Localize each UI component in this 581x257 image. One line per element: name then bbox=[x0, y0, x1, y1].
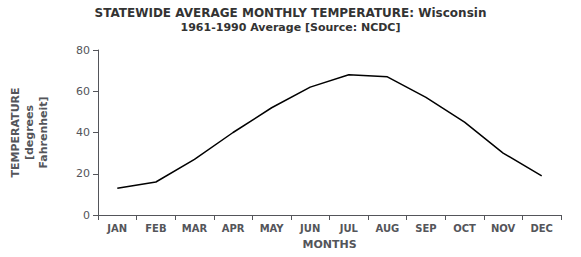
svg-text:80: 80 bbox=[76, 44, 90, 57]
svg-text:JUN: JUN bbox=[299, 223, 320, 234]
svg-text:40: 40 bbox=[76, 126, 90, 139]
svg-text:APR: APR bbox=[222, 223, 245, 234]
svg-text:JUL: JUL bbox=[339, 223, 359, 234]
svg-text:[degrees: [degrees bbox=[23, 104, 36, 160]
svg-text:Fahrenheit]: Fahrenheit] bbox=[37, 96, 50, 168]
svg-text:MAR: MAR bbox=[182, 223, 208, 234]
svg-text:OCT: OCT bbox=[453, 223, 476, 234]
svg-text:60: 60 bbox=[76, 85, 90, 98]
svg-text:DEC: DEC bbox=[530, 223, 552, 234]
svg-text:0: 0 bbox=[83, 209, 90, 222]
svg-text:AUG: AUG bbox=[375, 223, 399, 234]
svg-text:FEB: FEB bbox=[145, 223, 166, 234]
svg-text:NOV: NOV bbox=[491, 223, 516, 234]
svg-text:JAN: JAN bbox=[106, 223, 127, 234]
svg-text:TEMPERATURE: TEMPERATURE bbox=[9, 87, 22, 177]
svg-text:MONTHS: MONTHS bbox=[302, 238, 356, 251]
svg-text:SEP: SEP bbox=[415, 223, 436, 234]
svg-text:STATEWIDE AVERAGE MONTHLY TEMP: STATEWIDE AVERAGE MONTHLY TEMPERATURE: W… bbox=[95, 6, 487, 20]
svg-text:20: 20 bbox=[76, 167, 90, 180]
svg-text:1961-1990 Average [Source: NCD: 1961-1990 Average [Source: NCDC] bbox=[181, 21, 401, 34]
svg-text:MAY: MAY bbox=[260, 223, 285, 234]
